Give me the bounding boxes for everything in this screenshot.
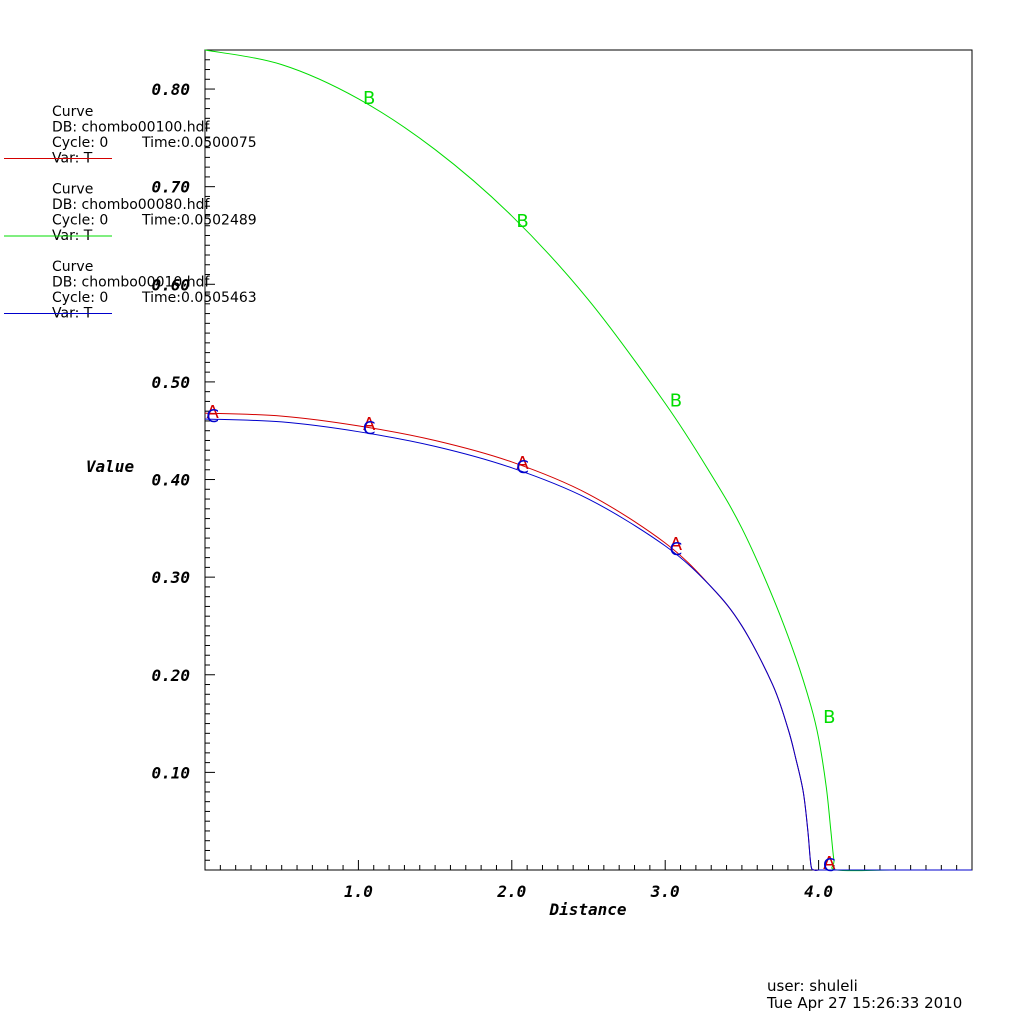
x-tick-label: 4.0 bbox=[804, 882, 833, 901]
legend-text: Curve bbox=[52, 182, 93, 198]
legend-text: DB: chombo00010.hdf bbox=[52, 275, 211, 291]
x-tick-label: 2.0 bbox=[496, 882, 526, 901]
marker-b: B bbox=[823, 707, 835, 728]
legend-text: Cycle: 0 bbox=[52, 135, 108, 151]
legend-time: Time:0.0500075 bbox=[141, 135, 257, 151]
marker-c: C bbox=[823, 855, 836, 876]
footer-user: user: shuleli bbox=[767, 977, 858, 995]
y-tick-label: 0.80 bbox=[151, 80, 190, 99]
y-tick-label: 0.50 bbox=[151, 373, 190, 392]
x-tick-label: 1.0 bbox=[344, 882, 373, 901]
y-axis-title: Value bbox=[86, 457, 135, 476]
x-tick-labels: 1.0 2.0 3.0 4.0 bbox=[344, 882, 833, 901]
marker-a: A bbox=[207, 402, 220, 423]
series-line-a bbox=[204, 412, 972, 871]
marker-a: A bbox=[516, 453, 529, 474]
legend-text: DB: chombo00100.hdf bbox=[52, 120, 211, 136]
x-axis-title: Distance bbox=[548, 900, 626, 919]
y-tick-label: 0.70 bbox=[151, 178, 190, 197]
series-line-c bbox=[204, 418, 972, 871]
marker-a: A bbox=[823, 853, 836, 874]
marker-c: C bbox=[206, 406, 219, 427]
legend-text: Cycle: 0 bbox=[52, 213, 108, 229]
marker-a: A bbox=[670, 534, 683, 555]
legend-time: Time:0.0505463 bbox=[141, 290, 257, 306]
marker-b: B bbox=[363, 88, 375, 109]
legend-text: Curve bbox=[52, 104, 93, 120]
legend-text: Curve bbox=[52, 259, 93, 275]
marker-c: C bbox=[363, 418, 376, 439]
footer-timestamp: Tue Apr 27 15:26:33 2010 bbox=[766, 994, 962, 1012]
plot-frame bbox=[204, 49, 973, 871]
x-tick-label: 3.0 bbox=[650, 882, 680, 901]
marker-c: C bbox=[670, 539, 683, 560]
marker-c: C bbox=[516, 457, 529, 478]
marker-b: B bbox=[516, 211, 528, 232]
y-tick-label: 0.30 bbox=[151, 568, 190, 587]
series-markers: A A A A A B B B B C C C C C bbox=[206, 88, 836, 876]
y-tick-labels: 0.10 0.20 0.30 0.40 0.50 0.60 0.70 0.80 bbox=[151, 80, 190, 782]
legend-time: Time:0.0502489 bbox=[141, 213, 257, 229]
y-tick-label: 0.20 bbox=[151, 666, 190, 685]
legend-text: DB: chombo00080.hdf bbox=[52, 197, 211, 213]
series-line-b bbox=[204, 49, 972, 872]
marker-a: A bbox=[363, 414, 376, 435]
y-tick-label: 0.10 bbox=[151, 763, 190, 782]
y-tick-label: 0.60 bbox=[151, 275, 190, 294]
marker-b: B bbox=[670, 390, 682, 411]
legend-text: Cycle: 0 bbox=[52, 290, 108, 306]
minor-ticks bbox=[204, 49, 973, 871]
y-tick-label: 0.40 bbox=[151, 471, 190, 490]
series-lines bbox=[204, 49, 972, 872]
